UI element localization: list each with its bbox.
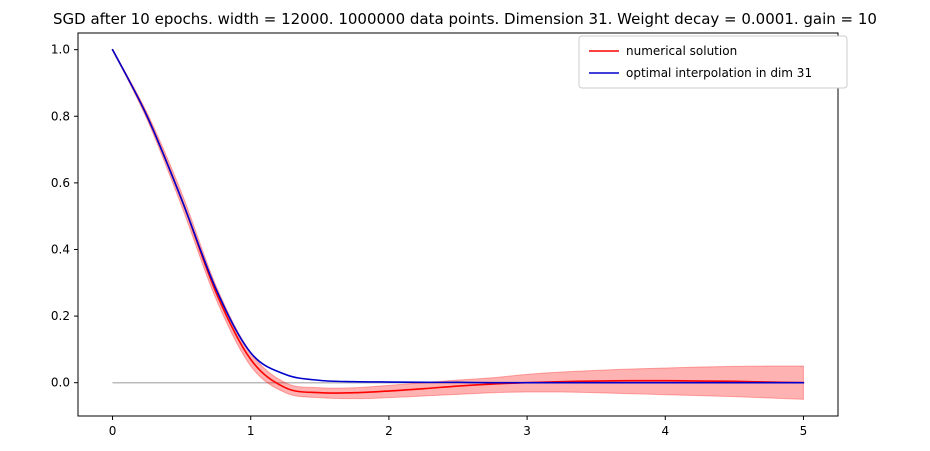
- confidence-band-numerical-solution: [112, 49, 804, 400]
- x-tick-label: 5: [800, 424, 808, 438]
- legend: numerical solution optimal interpolation…: [578, 35, 848, 89]
- series-line-optimal-interpolation: [111, 48, 805, 384]
- x-tick-label: 0: [109, 424, 117, 438]
- series-line-numerical-solution: [111, 48, 805, 394]
- x-tick-label: 2: [385, 424, 393, 438]
- x-tick-label: 4: [661, 424, 669, 438]
- x-tick-label: 3: [523, 424, 531, 438]
- legend-box: [578, 35, 848, 89]
- x-tick-label: 1: [247, 424, 255, 438]
- plot-area: [111, 48, 805, 400]
- legend-label-optimal-interpolation: optimal interpolation in dim 31: [626, 66, 812, 80]
- y-tick-label: 0.8: [51, 109, 70, 123]
- axes: 0 1 2 3 4 5 0.0 0.2 0.4 0.6 0.8 1.0: [51, 32, 839, 438]
- y-tick-label: 1.0: [51, 43, 70, 57]
- y-tick-label: 0.4: [51, 242, 70, 256]
- chart-title: SGD after 10 epochs. width = 12000. 1000…: [53, 10, 877, 28]
- y-tick-label: 0.0: [51, 376, 70, 390]
- y-tick-label: 0.2: [51, 309, 70, 323]
- y-tick-label: 0.6: [51, 176, 70, 190]
- legend-label-numerical-solution: numerical solution: [626, 44, 737, 58]
- axes-frame: [77, 32, 839, 417]
